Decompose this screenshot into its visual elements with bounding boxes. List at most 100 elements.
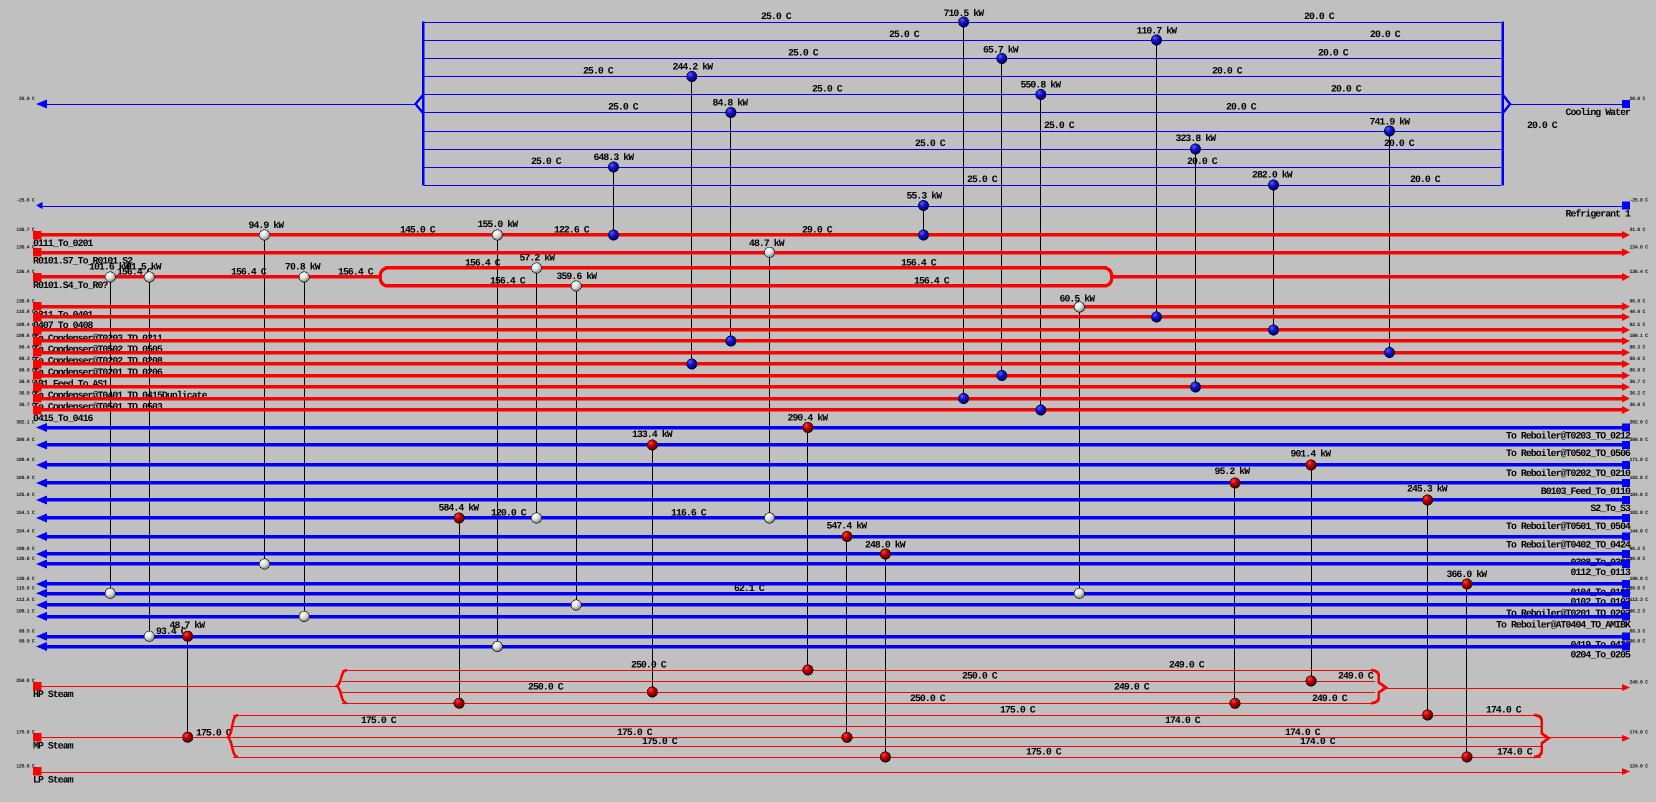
svg-text:125.0 C: 125.0 C (16, 492, 35, 498)
svg-text:174.0 C: 174.0 C (1497, 747, 1533, 758)
svg-text:48.7 kW: 48.7 kW (749, 238, 785, 249)
svg-text:250.0 C: 250.0 C (962, 671, 998, 682)
svg-text:101.6 kW: 101.6 kW (89, 262, 130, 273)
svg-text:25.0 C: 25.0 C (19, 96, 35, 102)
svg-text:156.4 C: 156.4 C (901, 258, 937, 269)
svg-text:20.0 C: 20.0 C (1630, 96, 1646, 102)
svg-text:20.0 C: 20.0 C (1331, 84, 1362, 95)
svg-text:156.4 C: 156.4 C (465, 258, 501, 269)
svg-text:20.0 C: 20.0 C (1370, 29, 1401, 40)
svg-text:174.0 C: 174.0 C (1630, 729, 1649, 735)
svg-text:Cooling Water: Cooling Water (1566, 107, 1632, 118)
svg-text:0204_To_0205: 0204_To_0205 (1570, 650, 1631, 661)
svg-text:901.4 kW: 901.4 kW (1291, 449, 1332, 460)
svg-text:136.7 C: 136.7 C (16, 227, 35, 233)
svg-text:88.6 C: 88.6 C (1630, 356, 1646, 362)
svg-text:282.0 kW: 282.0 kW (1252, 170, 1293, 181)
svg-text:183.8 C: 183.8 C (1630, 475, 1649, 481)
svg-text:To Condenser@T0201_TO_0206: To Condenser@T0201_TO_0206 (33, 367, 163, 378)
svg-text:134.0 C: 134.0 C (1630, 244, 1649, 250)
svg-text:116.6 C: 116.6 C (671, 508, 707, 519)
svg-text:40.0 C: 40.0 C (1630, 309, 1646, 315)
svg-text:183.8 C: 183.8 C (1630, 510, 1649, 516)
svg-text:245.3 kW: 245.3 kW (1407, 484, 1448, 495)
svg-text:To Reboiler@T0501_TO_0504: To Reboiler@T0501_TO_0504 (1506, 521, 1631, 532)
svg-text:90.0 C: 90.0 C (1630, 556, 1646, 562)
svg-text:248.0 kW: 248.0 kW (865, 540, 906, 551)
svg-text:156.4 C: 156.4 C (231, 267, 267, 278)
svg-text:To Condenser@T0502_TO_0505: To Condenser@T0502_TO_0505 (33, 344, 163, 355)
svg-text:To Condenser@T0501_TO_0503: To Condenser@T0501_TO_0503 (33, 402, 163, 413)
svg-text:547.4 kW: 547.4 kW (827, 521, 868, 532)
svg-text:90.0 C: 90.0 C (19, 639, 35, 645)
svg-text:154.4 C: 154.4 C (16, 529, 35, 535)
svg-text:160.0 C: 160.0 C (16, 475, 35, 481)
svg-text:20.0 C: 20.0 C (1212, 66, 1243, 77)
svg-text:108.1 C: 108.1 C (16, 608, 35, 614)
svg-text:96.2 C: 96.2 C (1630, 546, 1646, 552)
svg-text:MP Steam: MP Steam (33, 741, 74, 752)
svg-text:115.9 C: 115.9 C (16, 309, 35, 315)
svg-text:175.0 C: 175.0 C (196, 727, 232, 738)
svg-text:144.0 C: 144.0 C (1630, 529, 1649, 535)
svg-text:25.0 C: 25.0 C (889, 29, 920, 40)
svg-text:96.2 C: 96.2 C (1630, 608, 1646, 614)
svg-text:20.0 C: 20.0 C (1527, 120, 1558, 131)
svg-text:25.0 C: 25.0 C (915, 138, 946, 149)
svg-text:36.7 C: 36.7 C (19, 402, 35, 408)
svg-text:244.2 kW: 244.2 kW (673, 62, 714, 73)
svg-text:-25.0 C: -25.0 C (16, 198, 35, 204)
svg-text:174.0 C: 174.0 C (1165, 715, 1201, 726)
svg-text:25.0 C: 25.0 C (1044, 120, 1075, 131)
svg-text:196.0 C: 196.0 C (1630, 576, 1649, 582)
svg-text:88.0 C: 88.0 C (19, 368, 35, 374)
svg-text:110.7 kW: 110.7 kW (1137, 26, 1178, 37)
svg-text:65.7 kW: 65.7 kW (983, 45, 1019, 56)
svg-text:188.6 C: 188.6 C (16, 457, 35, 463)
svg-text:250.0 C: 250.0 C (631, 660, 667, 671)
svg-text:250.0 C: 250.0 C (528, 682, 564, 693)
svg-text:-25.0 C: -25.0 C (1630, 198, 1649, 204)
svg-text:82.5 C: 82.5 C (1630, 322, 1646, 328)
svg-text:249.0 C: 249.0 C (1630, 680, 1649, 686)
svg-text:136.0 C: 136.0 C (16, 299, 35, 305)
svg-text:174.0 C: 174.0 C (1285, 727, 1321, 738)
svg-text:300.8 C: 300.8 C (1630, 437, 1649, 443)
svg-text:249.0 C: 249.0 C (1114, 682, 1150, 693)
svg-text:249.0 C: 249.0 C (1312, 693, 1348, 704)
svg-text:125.0 C: 125.0 C (16, 764, 35, 770)
svg-text:174.0 C: 174.0 C (1486, 705, 1522, 716)
svg-text:29.0 C: 29.0 C (802, 225, 833, 236)
svg-text:171.0 C: 171.0 C (1630, 457, 1649, 463)
svg-text:136.4 C: 136.4 C (16, 269, 35, 275)
svg-text:94.9 kW: 94.9 kW (249, 220, 285, 231)
svg-text:88.5 C: 88.5 C (19, 628, 35, 634)
svg-text:20.0 C: 20.0 C (1187, 156, 1218, 167)
svg-text:25.0 C: 25.0 C (812, 84, 843, 95)
svg-text:90.0 C: 90.0 C (1630, 639, 1646, 645)
svg-text:B0103_Feed_To_0110: B0103_Feed_To_0110 (1541, 486, 1631, 497)
svg-text:302.1 C: 302.1 C (16, 420, 35, 426)
svg-text:175.0 C: 175.0 C (361, 715, 397, 726)
svg-text:130.0 C: 130.0 C (16, 576, 35, 582)
svg-text:91.5 kW: 91.5 kW (126, 262, 162, 273)
svg-text:250.0 C: 250.0 C (16, 678, 35, 684)
svg-text:88.3 C: 88.3 C (1630, 628, 1646, 634)
svg-text:To Reboiler@T0502_TO_0506: To Reboiler@T0502_TO_0506 (1506, 448, 1631, 459)
svg-text:124.0 C: 124.0 C (1630, 764, 1649, 770)
svg-text:136.4 C: 136.4 C (1630, 269, 1649, 275)
svg-text:154.1 C: 154.1 C (16, 510, 35, 516)
svg-text:190.0 C: 190.0 C (16, 546, 35, 552)
svg-text:48.7 kW: 48.7 kW (170, 620, 206, 631)
svg-text:R0101.S4_To_R0?: R0101.S4_To_R0? (33, 280, 108, 291)
svg-text:Refrigerant 1: Refrigerant 1 (1566, 209, 1632, 220)
svg-text:95.2 kW: 95.2 kW (1215, 466, 1251, 477)
svg-text:175.0 C: 175.0 C (1000, 705, 1036, 716)
svg-text:To Condenser@T0202_TO_0208: To Condenser@T0202_TO_0208 (33, 356, 163, 367)
svg-text:155.0 kW: 155.0 kW (478, 219, 519, 230)
svg-text:133.4 kW: 133.4 kW (632, 429, 673, 440)
svg-text:84.8 kW: 84.8 kW (713, 98, 749, 109)
svg-text:93.4 C: 93.4 C (156, 626, 187, 637)
svg-text:290.4 kW: 290.4 kW (788, 413, 829, 424)
svg-text:550.8 kW: 550.8 kW (1021, 80, 1062, 91)
